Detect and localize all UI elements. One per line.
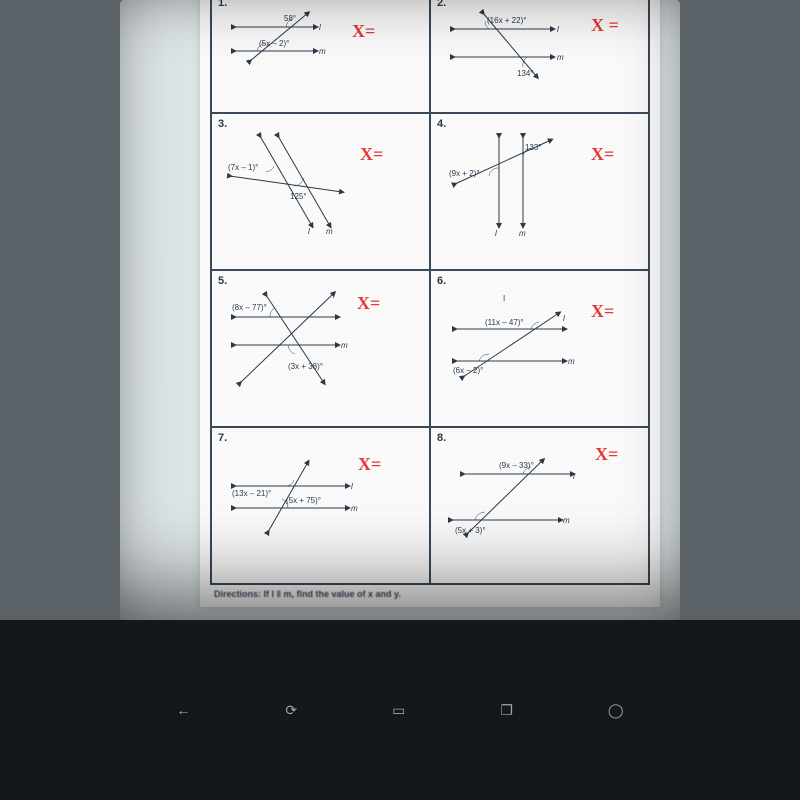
svg-text:m: m — [351, 504, 358, 513]
svg-text:125°: 125° — [290, 192, 307, 201]
diagram-3: (7x – 1)° 125° l m — [226, 126, 356, 246]
svg-text:(16x + 22)°: (16x + 22)° — [487, 16, 526, 25]
svg-text:m: m — [563, 516, 570, 525]
svg-text:(3x + 38)°: (3x + 38)° — [288, 362, 323, 371]
diagram-7: (13x – 21)° l (5x + 75)° m — [226, 440, 361, 550]
svg-text:l: l — [351, 482, 353, 491]
answer-8: X= — [595, 444, 618, 465]
problem-cell-7: 7. (13x – 21)° l (5x + 75)° m X= — [211, 427, 430, 584]
svg-text:(8x – 77)°: (8x – 77)° — [232, 303, 267, 312]
svg-text:l: l — [319, 23, 321, 32]
worksheet-page: 1. 58° l — [200, 0, 660, 607]
overview-icon[interactable]: ❐ — [500, 702, 513, 719]
answer-1: X= — [352, 21, 375, 42]
directions-text: Directions: If l ‖ m, find the value of … — [214, 589, 401, 599]
svg-text:(7x – 1)°: (7x – 1)° — [228, 163, 258, 172]
diagram-5: (8x – 77)° l m (3x + 38)° — [226, 283, 361, 403]
problem-cell-8: 8. (9x – 33)° l (5x + 3)° m X= — [430, 427, 649, 584]
svg-text:m: m — [341, 341, 348, 350]
problem-cell-4: 4. (9x + 2)° 133° l m X= — [430, 113, 649, 270]
problem-grid: 1. 58° l — [210, 0, 650, 585]
answer-2: X = — [591, 15, 619, 36]
svg-text:l: l — [495, 229, 497, 238]
svg-text:m: m — [319, 47, 326, 56]
text-cursor-icon: I — [503, 294, 505, 303]
svg-text:l: l — [563, 314, 565, 323]
svg-text:134°: 134° — [517, 69, 534, 78]
answer-6: X= — [591, 301, 614, 322]
problem-cell-1: 1. 58° l — [211, 0, 430, 113]
diagram-2: (16x + 22)° l m 134° — [445, 5, 575, 95]
fullscreen-icon[interactable]: ▭ — [392, 702, 405, 719]
problem-cell-6: 6. (11x – 47)° l (6x – 2)° m I — [430, 270, 649, 427]
svg-text:l: l — [333, 291, 335, 300]
svg-text:m: m — [519, 229, 526, 238]
monitor-screen: 1. 58° l — [120, 0, 680, 620]
svg-text:l: l — [557, 25, 559, 34]
svg-text:(11x – 47)°: (11x – 47)° — [485, 318, 524, 327]
svg-text:(5x – 2)°: (5x – 2)° — [259, 39, 289, 48]
diagram-6: (11x – 47)° l (6x – 2)° m I — [445, 283, 580, 403]
svg-text:l: l — [573, 472, 575, 481]
svg-text:m: m — [326, 227, 333, 236]
svg-text:58°: 58° — [284, 14, 296, 23]
svg-text:(5x + 3)°: (5x + 3)° — [455, 526, 486, 535]
answer-5: X= — [357, 293, 380, 314]
problem-cell-3: 3. (7x – 1)° 125° l m X= — [211, 113, 430, 270]
svg-text:m: m — [568, 357, 575, 366]
svg-text:(5x + 75)°: (5x + 75)° — [286, 496, 321, 505]
svg-text:(9x + 2)°: (9x + 2)° — [449, 169, 480, 178]
answer-7: X= — [358, 454, 381, 475]
svg-text:133°: 133° — [525, 143, 542, 152]
device-keyboard: ← ⟳ ▭ ❐ ◯ — [0, 620, 800, 800]
svg-text:(6x – 2)°: (6x – 2)° — [453, 366, 483, 375]
answer-4: X= — [591, 144, 614, 165]
svg-text:(9x – 33)°: (9x – 33)° — [499, 461, 534, 470]
problem-cell-2: 2. (16x + 22)° l m 134° X = — [430, 0, 649, 113]
diagram-4: (9x + 2)° 133° l m — [445, 126, 575, 246]
svg-text:(13x – 21)°: (13x – 21)° — [232, 489, 271, 498]
problem-cell-5: 5. (8x – 77)° l m (3x + 38)° — [211, 270, 430, 427]
svg-text:l: l — [308, 227, 310, 236]
svg-text:m: m — [557, 53, 564, 62]
diagram-8: (9x – 33)° l (5x + 3)° m — [445, 440, 580, 550]
brightness-icon[interactable]: ◯ — [608, 702, 624, 719]
diagram-1: 58° l (5x – 2)° m — [226, 5, 346, 85]
refresh-icon[interactable]: ⟳ — [285, 702, 297, 719]
answer-3: X= — [360, 144, 383, 165]
back-icon[interactable]: ← — [176, 702, 190, 718]
